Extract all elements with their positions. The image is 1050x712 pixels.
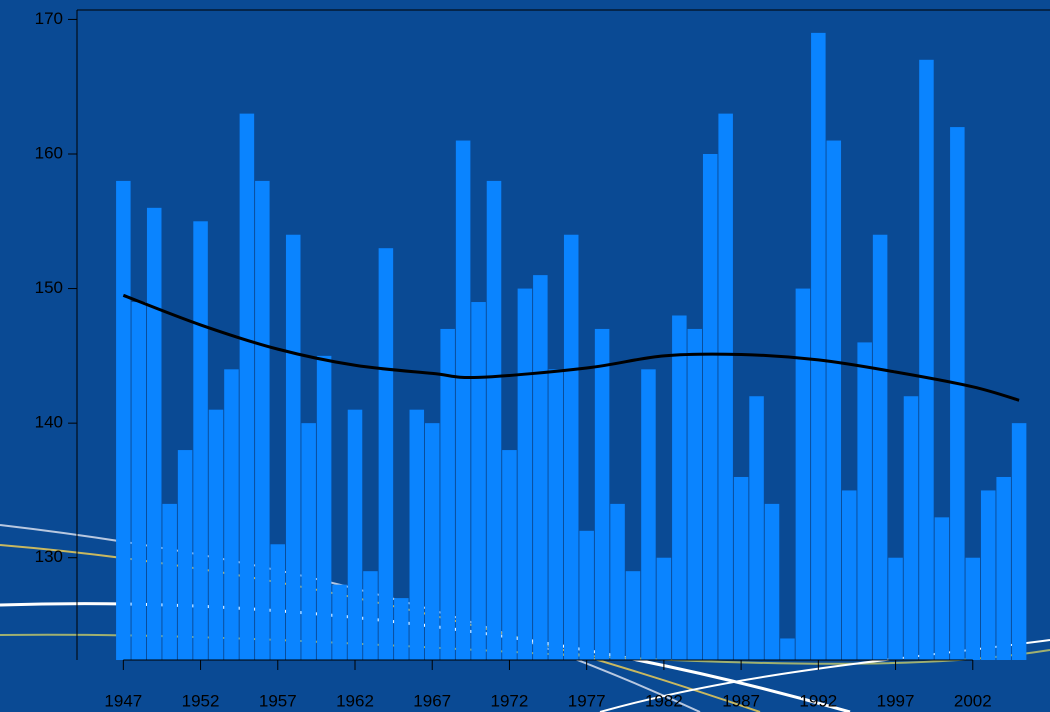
bar <box>487 181 502 660</box>
bar <box>734 477 749 660</box>
bar <box>564 235 579 660</box>
y-tick-label: 130 <box>35 547 63 566</box>
x-tick-label: 1997 <box>877 691 915 710</box>
y-tick-label: 170 <box>35 9 63 28</box>
bar <box>456 141 471 660</box>
bar <box>209 410 224 660</box>
bar <box>641 369 656 660</box>
bar <box>749 396 764 660</box>
x-tick-label: 1957 <box>259 691 297 710</box>
bar <box>193 221 208 660</box>
bar <box>394 598 409 660</box>
bar <box>425 423 440 660</box>
bar <box>595 329 610 660</box>
bar <box>348 410 363 660</box>
chart: 130 140 150 160 170 1947 1952 1957 1962 1967 1972 1… <box>0 0 1050 712</box>
bar <box>255 181 270 660</box>
bar <box>363 571 378 660</box>
bar <box>147 208 162 660</box>
bar <box>996 477 1011 660</box>
x-tick-label: 1962 <box>336 691 374 710</box>
bar <box>224 369 239 660</box>
bar <box>502 450 517 660</box>
bar <box>919 60 934 660</box>
y-tick-label: 150 <box>35 278 63 297</box>
bar <box>966 558 981 660</box>
bar <box>981 490 996 660</box>
x-tick-label: 1982 <box>645 691 683 710</box>
bar <box>240 114 255 660</box>
y-tick-label: 140 <box>35 413 63 432</box>
bar <box>657 558 672 660</box>
x-tick-label: 1987 <box>722 691 760 710</box>
bar <box>827 141 842 660</box>
bar <box>533 275 548 660</box>
bar <box>842 490 857 660</box>
bar <box>718 114 733 660</box>
bar <box>672 315 687 660</box>
bar <box>271 544 286 660</box>
bar <box>780 638 795 660</box>
y-tick-label: 160 <box>35 143 63 162</box>
x-tick-label: 1992 <box>799 691 837 710</box>
bar <box>703 154 718 660</box>
bar <box>765 504 780 660</box>
bar <box>857 342 872 660</box>
bar <box>410 410 425 660</box>
bar <box>471 302 486 660</box>
x-tick-label: 1967 <box>413 691 451 710</box>
x-tick-label: 1947 <box>104 691 142 710</box>
bar <box>332 585 347 660</box>
bar <box>286 235 301 660</box>
x-tick-label: 2002 <box>954 691 992 710</box>
bar <box>317 356 332 660</box>
bar <box>549 369 564 660</box>
bar <box>579 531 594 660</box>
bar <box>440 329 455 660</box>
bar <box>626 571 641 660</box>
bar <box>935 517 950 660</box>
x-tick-label: 1977 <box>568 691 606 710</box>
x-tick-label: 1972 <box>491 691 529 710</box>
bar <box>796 289 811 660</box>
bar <box>178 450 193 660</box>
x-tick-label: 1952 <box>182 691 220 710</box>
bar <box>688 329 703 660</box>
bar <box>873 235 888 660</box>
bar <box>904 396 919 660</box>
bar <box>162 504 177 660</box>
bar <box>950 127 965 660</box>
bar <box>1012 423 1027 660</box>
bar <box>301 423 316 660</box>
bar <box>811 33 826 660</box>
bar <box>379 248 394 660</box>
bar <box>888 558 903 660</box>
bar <box>518 289 533 660</box>
bar <box>610 504 625 660</box>
bar <box>116 181 131 660</box>
bar <box>132 302 147 660</box>
